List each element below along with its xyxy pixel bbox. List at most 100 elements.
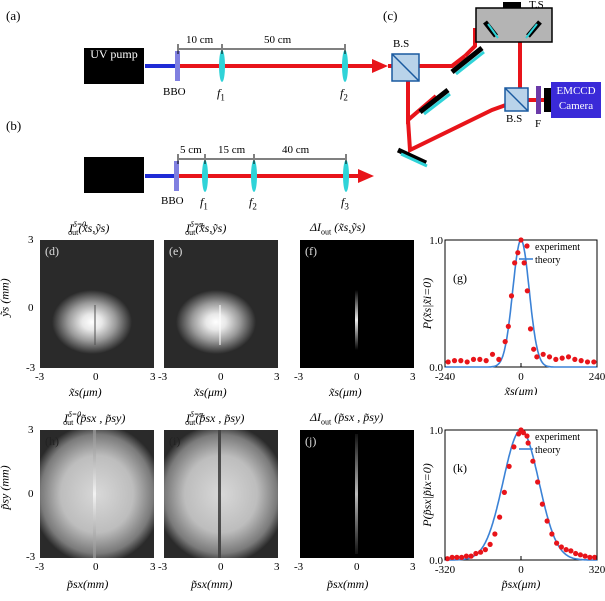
experiment-point — [568, 548, 574, 554]
row2-h-xtick-r: 3 — [150, 561, 156, 573]
experiment-point — [535, 479, 541, 485]
filter-label: F — [535, 118, 542, 130]
lens-f1-b — [202, 160, 208, 192]
experiment-point — [531, 346, 537, 352]
image-panel-f — [300, 240, 414, 368]
x-tick-label: 240 — [589, 371, 605, 383]
plot-k: -320 0 320 0.0 1.0 (k) experiment theory p̃sx(μm… — [420, 425, 605, 591]
bbo-crystal-b — [174, 161, 179, 191]
experiment-point — [492, 531, 498, 537]
distance-markers-b — [177, 154, 347, 164]
image-panel-j — [300, 430, 414, 558]
experiment-point — [546, 354, 553, 360]
experiment-point — [477, 356, 483, 362]
row1-d-xlabel: x̃s(μm) — [69, 385, 102, 399]
experiment-point — [578, 358, 584, 364]
plot-g: -240 0 240 0.0 1.0 (g) experiment theory x̃s(μm)… — [420, 235, 605, 395]
experiment-point — [549, 531, 555, 537]
distance-a1: 10 cm — [186, 34, 214, 46]
experiment-point — [516, 431, 522, 437]
row2-ylabel: p̃sy (mm) — [0, 465, 12, 510]
experiment-point — [563, 547, 569, 553]
image-title-i: Iδ=πout(p̃sx , p̃sy) — [185, 410, 245, 428]
bbo-label-b: BBO — [161, 195, 184, 207]
image-label-i: (i) — [169, 434, 181, 448]
row2-h-xtick-m: 0 — [93, 561, 99, 573]
legend-experiment-marker — [524, 243, 530, 249]
image-label-e: (e) — [169, 244, 183, 258]
beam-arrow-a — [372, 59, 388, 73]
bbo-crystal-a — [175, 51, 180, 81]
distance-b3: 40 cm — [282, 144, 310, 156]
experiment-point — [591, 359, 597, 365]
experiment-point — [520, 430, 526, 436]
experiment-point — [565, 354, 572, 360]
row1-e-xtick-m: 0 — [218, 371, 224, 383]
row2-h-xtick-l: -3 — [35, 561, 45, 573]
mirror-1 — [450, 46, 484, 74]
experiment-point — [501, 489, 507, 495]
legend-experiment-label: experiment — [535, 432, 580, 443]
experiment-point — [482, 547, 488, 553]
bbo-label-a: BBO — [163, 86, 186, 98]
y-axis-label: P(x̃s|x̃i=0) — [420, 278, 434, 330]
x-tick-label: -320 — [435, 564, 456, 576]
experiment-point — [470, 356, 477, 362]
experiment-point — [524, 288, 530, 294]
experiment-point — [582, 553, 588, 559]
y-tick-label: 0.0 — [429, 362, 443, 374]
panel-label-b: (b) — [6, 118, 22, 133]
experiment-point — [454, 554, 460, 560]
x-tick-label: 320 — [589, 564, 605, 576]
image-title-d: Iδ=0out(x̃s,ỹs) — [68, 220, 110, 238]
x-tick-label: 0 — [518, 564, 524, 576]
experiment-point — [458, 358, 464, 364]
mirror-2 — [418, 88, 450, 114]
image-title-e: Iδ=πout(x̃s,ỹs) — [185, 220, 227, 238]
image-title-h: Iδ=0out (p̃sx , p̃sy) — [63, 410, 126, 428]
experiment-point — [478, 549, 484, 555]
y-tick-label: 1.0 — [429, 235, 443, 247]
lens-label-b-f2: f2 — [249, 195, 257, 212]
experiment-point — [473, 550, 479, 557]
experiment-point — [525, 440, 531, 446]
row1-e-xtick-r: 3 — [274, 371, 280, 383]
lens-label-b-f3: f3 — [341, 195, 349, 212]
x-axis-label: p̃sx(μm) — [501, 577, 541, 591]
lens-f2-b — [251, 160, 257, 192]
experiment-point — [487, 541, 493, 547]
experiment-point — [445, 359, 451, 365]
image-label-d: (d) — [45, 244, 59, 258]
experiment-point — [512, 260, 518, 266]
experiment-point — [468, 553, 474, 559]
experiment-point — [508, 293, 515, 299]
experiment-point — [496, 356, 502, 362]
x-tick-label: 0 — [518, 371, 524, 383]
image-label-j: (j) — [305, 434, 317, 448]
experiment-point — [489, 351, 496, 357]
experiment-point — [573, 550, 579, 557]
experiment-point — [444, 556, 450, 562]
y-tick-label: 0.0 — [429, 555, 443, 567]
experiment-point — [577, 552, 583, 558]
interferometer — [388, 2, 601, 168]
distance-markers-a — [177, 44, 346, 54]
row1-d-xtick-r: 3 — [150, 371, 156, 383]
emccd-camera — [551, 82, 601, 118]
image-panel-h — [40, 430, 154, 558]
row1-f-xtick-r: 3 — [410, 371, 416, 383]
image-title-j: ΔIout (p̃sx , p̃sy) — [310, 410, 384, 427]
row1-ytick-bot: -3 — [26, 362, 36, 374]
image-panel-i — [164, 430, 278, 558]
experiment-point — [554, 540, 560, 546]
lens-label-a-f1: f1 — [217, 86, 225, 103]
image-panel-e — [164, 240, 278, 368]
lens-label-a-f2: f2 — [340, 86, 348, 103]
experiment-point — [449, 554, 455, 560]
row1-e-xtick-l: -3 — [158, 371, 168, 383]
panel-label: (k) — [453, 461, 467, 475]
experiment-point — [572, 356, 578, 362]
row2-j-xtick-m: 0 — [354, 561, 360, 573]
row2-i-xtick-r: 3 — [274, 561, 280, 573]
legend-experiment-label: experiment — [535, 242, 580, 253]
